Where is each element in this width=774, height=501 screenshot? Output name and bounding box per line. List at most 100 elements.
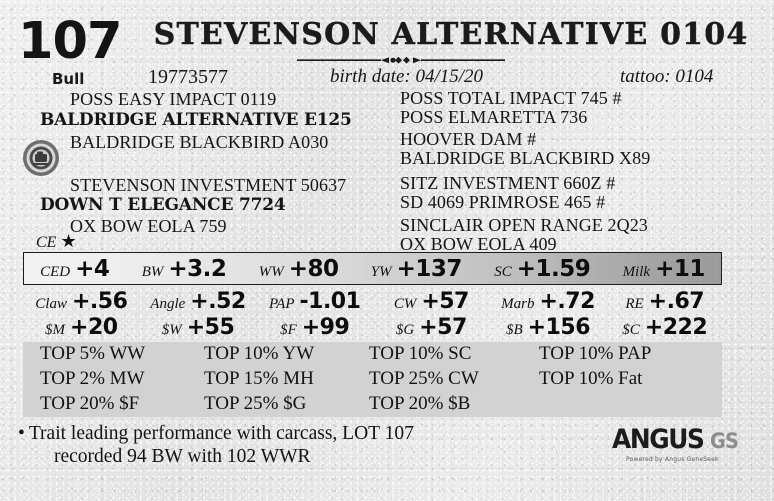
epd-value: +.56 (71, 289, 128, 314)
epd-cell-yw: YW +137 (355, 256, 478, 282)
pedigree-dam-dam: OX BOW EOLA 759 (70, 216, 227, 236)
angus-gs-logo: ANGUS GS Powered by Angus GeneSeek (612, 424, 742, 463)
epd-value: +57 (419, 315, 467, 340)
epd-cell-cw: CW +57 (373, 289, 490, 314)
epd-value: +137 (396, 255, 463, 282)
pedigree-sire: BALDRIDGE ALTERNATIVE E125 (40, 110, 352, 130)
epd-label: Angle (150, 296, 186, 312)
epd-cell-angle: Angle +.52 (140, 289, 257, 314)
epd-cell-dollar-m: $M +20 (23, 315, 140, 340)
epd-cell-dollar-c: $C +222 (606, 315, 723, 340)
epd-cell-re: RE +.67 (606, 289, 723, 314)
footnote-line-2: recorded 94 BW with 102 WWR (54, 446, 311, 467)
epd-label: CW (393, 296, 417, 312)
pedigree-ancestor: HOOVER DAM # (400, 129, 537, 149)
epd-value: +99 (301, 315, 350, 340)
pedigree-ancestor: SINCLAIR OPEN RANGE 2Q23 (400, 215, 648, 235)
epd-value: +.72 (539, 289, 595, 314)
epd-value: +.67 (648, 289, 705, 314)
footnote-line-1: Trait leading performance with carcass, … (28, 423, 414, 444)
epd-secondary-row: Claw +.56 Angle +.52 PAP -1.01 CW +57 Ma… (23, 289, 723, 314)
lot-footnote: • Trait leading performance with carcass,… (18, 422, 578, 468)
epd-label: SC (494, 263, 512, 280)
epd-value: +156 (527, 315, 591, 340)
pedigree-ancestor: BALDRIDGE BLACKBIRD X89 (400, 148, 651, 168)
epd-cell-dollar-f: $F +99 (256, 315, 373, 340)
pedigree-ancestor: SITZ INVESTMENT 660Z # (400, 173, 616, 193)
epd-label: $C (622, 322, 640, 338)
birth-date: birth date: 04/15/20 (330, 66, 484, 87)
top-percentile-row: TOP 20% $F TOP 25% $G TOP 20% $B (22, 391, 722, 416)
epd-label: Marb (501, 296, 535, 312)
top-percentile-cell: TOP 20% $B (369, 392, 471, 414)
epd-value: +3.2 (168, 255, 227, 282)
top-percentile-cell: TOP 15% MH (204, 367, 314, 389)
epd-label: $B (506, 322, 523, 338)
top-percentile-cell: TOP 10% PAP (539, 342, 652, 364)
epd-label: BW (141, 263, 164, 280)
calving-ease-marker: CE ★ (36, 231, 77, 252)
pedigree-ancestor: POSS TOTAL IMPACT 745 # (400, 88, 622, 108)
angus-logo-tagline: Powered by Angus GeneSeek (626, 456, 719, 463)
epd-cell-sc: SC +1.59 (478, 256, 606, 282)
epd-cell-bw: BW +3.2 (126, 256, 243, 282)
lot-number: 107 (18, 12, 122, 71)
epd-label: YW (370, 263, 392, 280)
epd-value: +80 (288, 255, 339, 282)
bullet-icon: • (18, 423, 25, 444)
epd-label: WW (258, 263, 284, 280)
title-divider-ornament (297, 56, 505, 64)
epd-value: -1.01 (299, 289, 361, 314)
epd-label: $W (161, 322, 182, 338)
epd-cell-dollar-w: $W +55 (140, 315, 257, 340)
epd-label: RE (625, 296, 644, 312)
epd-label: PAP (268, 296, 295, 312)
epd-label: $M (45, 322, 66, 338)
top-percentile-cell: TOP 10% SC (369, 342, 472, 364)
epd-label: CED (40, 263, 71, 280)
epd-value: +57 (421, 289, 469, 314)
epd-cell-milk: Milk +11 (606, 256, 721, 282)
top-percentile-cell: TOP 10% YW (204, 342, 315, 364)
lot-sex-label: Bull (52, 70, 85, 88)
ce-label: CE (36, 234, 57, 251)
animal-name-title: STEVENSON ALTERNATIVE 0104 (153, 17, 749, 52)
epd-cell-claw: Claw +.56 (23, 289, 140, 314)
pedigree-dam: DOWN T ELEGANCE 7724 (40, 195, 286, 215)
epd-value: +55 (186, 315, 235, 340)
star-icon: ★ (60, 231, 77, 251)
pedigree-ancestor: OX BOW EOLA 409 (400, 234, 557, 254)
epd-cell-pap: PAP -1.01 (256, 289, 373, 314)
pedigree-ancestor: POSS ELMARETTA 736 (400, 107, 588, 127)
top-percentile-box: TOP 5% WW TOP 10% YW TOP 10% SC TOP 10% … (22, 341, 722, 417)
epd-cell-dollar-g: $G +57 (373, 315, 490, 340)
epd-value: +222 (644, 315, 708, 340)
pedigree-dam-sire: STEVENSON INVESTMENT 50637 (70, 175, 347, 195)
epd-value: +11 (655, 255, 705, 282)
epd-label: Claw (35, 296, 67, 312)
top-percentile-cell: TOP 2% MW (40, 367, 145, 389)
epd-value: +1.59 (516, 255, 591, 282)
pedigree-ancestor: SD 4069 PRIMROSE 465 # (400, 192, 606, 212)
tattoo-number: tattoo: 0104 (620, 66, 714, 87)
epd-label: $G (395, 322, 415, 338)
top-percentile-cell: TOP 20% $F (40, 392, 140, 414)
pedigree-sire-dam: BALDRIDGE BLACKBIRD A030 (70, 132, 329, 152)
epd-cell-dollar-b: $B +156 (490, 315, 607, 340)
top-percentile-cell: TOP 25% CW (369, 367, 479, 389)
epd-primary-bar: CED +4 BW +3.2 WW +80 YW +137 SC +1.59 M… (23, 252, 722, 285)
epd-cell-marb: Marb +.72 (490, 289, 607, 314)
top-percentile-cell: TOP 5% WW (40, 342, 146, 364)
epd-label: $F (280, 322, 297, 338)
breed-association-seal-icon (23, 140, 59, 176)
epd-label: Milk (622, 263, 651, 280)
epd-value: +.52 (190, 289, 246, 314)
angus-gs-suffix: GS (709, 429, 739, 453)
angus-wordmark: ANGUS (612, 424, 705, 455)
epd-dollar-index-row: $M +20 $W +55 $F +99 $G +57 $B +156 $C +… (23, 315, 723, 340)
pedigree-sire-sire: POSS EASY IMPACT 0119 (70, 89, 277, 109)
epd-value: +4 (75, 255, 110, 282)
top-percentile-cell: TOP 10% Fat (539, 367, 643, 389)
top-percentile-cell: TOP 25% $G (204, 392, 307, 414)
